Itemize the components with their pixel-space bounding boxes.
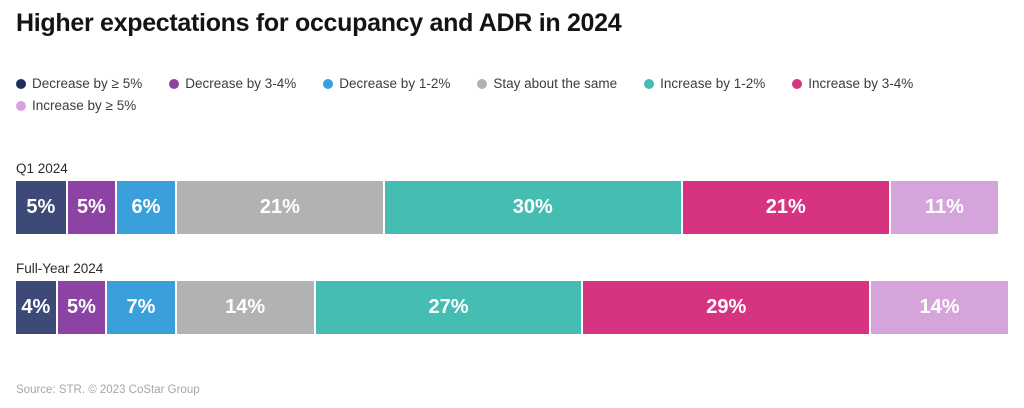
- legend: Decrease by ≥ 5% Decrease by 3-4% Decrease…: [16, 74, 1008, 115]
- bar-segment-value: 5%: [76, 196, 106, 218]
- bar-segment: 7%: [105, 281, 175, 334]
- bar-segment-value: 14%: [225, 296, 266, 318]
- legend-dot-icon: [792, 78, 803, 89]
- legend-dot-icon: [16, 100, 26, 111]
- bar-row-label: Q1 2024: [16, 161, 68, 176]
- bar-segment-value: 30%: [512, 196, 553, 218]
- bar-segment-value: 21%: [765, 196, 806, 218]
- bar-segment: 29%: [581, 281, 870, 334]
- bar-segment-value: 5%: [67, 296, 96, 318]
- legend-label: Stay about the same: [493, 76, 618, 91]
- legend-item: Increase by ≥ 5%: [16, 96, 136, 115]
- legend-dot-icon: [477, 78, 488, 89]
- stacked-bar: 5% 5% 6% 21% 30% 21% 11%: [16, 181, 1008, 234]
- legend-dot-icon: [323, 78, 334, 89]
- legend-item: Decrease by ≥ 5%: [16, 74, 142, 93]
- bar-segment-value: 11%: [925, 196, 964, 218]
- bar-segment: 27%: [313, 281, 582, 334]
- bar-segment-value: 21%: [259, 196, 300, 218]
- bar-row-label: Full-Year 2024: [16, 261, 104, 276]
- source-note: Source: STR. © 2023 CoStar Group: [16, 384, 200, 396]
- legend-item: Decrease by 3-4%: [169, 74, 296, 93]
- bar-segment: 6%: [115, 181, 175, 234]
- legend-item: Increase by 3-4%: [792, 74, 913, 93]
- legend-dot-icon: [169, 78, 180, 89]
- bar-segment: 11%: [888, 181, 999, 234]
- legend-dot-icon: [644, 78, 655, 89]
- legend-item: Decrease by 1-2%: [323, 74, 450, 93]
- chart-page: Higher expectations for occupancy and AD…: [16, 9, 1008, 334]
- bar-segment: 5%: [16, 181, 66, 234]
- bar-segment: 5%: [55, 281, 106, 334]
- legend-label: Increase by 3-4%: [808, 76, 914, 91]
- bar-segment: 14%: [174, 281, 314, 334]
- bar-segment: 4%: [16, 281, 56, 334]
- bar-row: Q1 2024 5% 5% 6% 21% 30% 21% 11%: [16, 161, 1008, 234]
- bar-segment: 5%: [65, 181, 116, 234]
- legend-label: Increase by 1-2%: [660, 76, 766, 91]
- chart-title: Higher expectations for occupancy and AD…: [16, 9, 622, 37]
- legend-label: Decrease by 3-4%: [185, 76, 297, 91]
- bar-row: Full-Year 2024 4% 5% 7% 14% 27% 29% 14%: [16, 261, 1008, 334]
- legend-label: Decrease by ≥ 5%: [32, 76, 143, 91]
- bar-segment: 14%: [869, 281, 1008, 334]
- bar-segment-value: 29%: [706, 296, 747, 318]
- legend-dot-icon: [16, 78, 26, 89]
- bar-segment-value: 5%: [26, 196, 56, 218]
- bar-segment-value: 7%: [126, 296, 156, 318]
- chart-rows: Q1 2024 5% 5% 6% 21% 30% 21% 11% Full-Year 2024 4…: [16, 161, 1008, 334]
- bar-segment-value: 6%: [131, 196, 161, 218]
- legend-item: Increase by 1-2%: [644, 74, 765, 93]
- legend-item: Stay about the same: [477, 74, 617, 93]
- bar-segment: 21%: [680, 181, 889, 234]
- bar-segment-value: 4%: [21, 296, 51, 318]
- bar-segment-value: 14%: [919, 296, 960, 318]
- legend-label: Increase by ≥ 5%: [32, 98, 137, 113]
- bar-segment: 21%: [174, 181, 384, 234]
- legend-label: Decrease by 1-2%: [339, 76, 451, 91]
- bar-segment: 30%: [383, 181, 681, 234]
- bar-segment-value: 27%: [428, 296, 469, 318]
- stacked-bar: 4% 5% 7% 14% 27% 29% 14%: [16, 281, 1008, 334]
